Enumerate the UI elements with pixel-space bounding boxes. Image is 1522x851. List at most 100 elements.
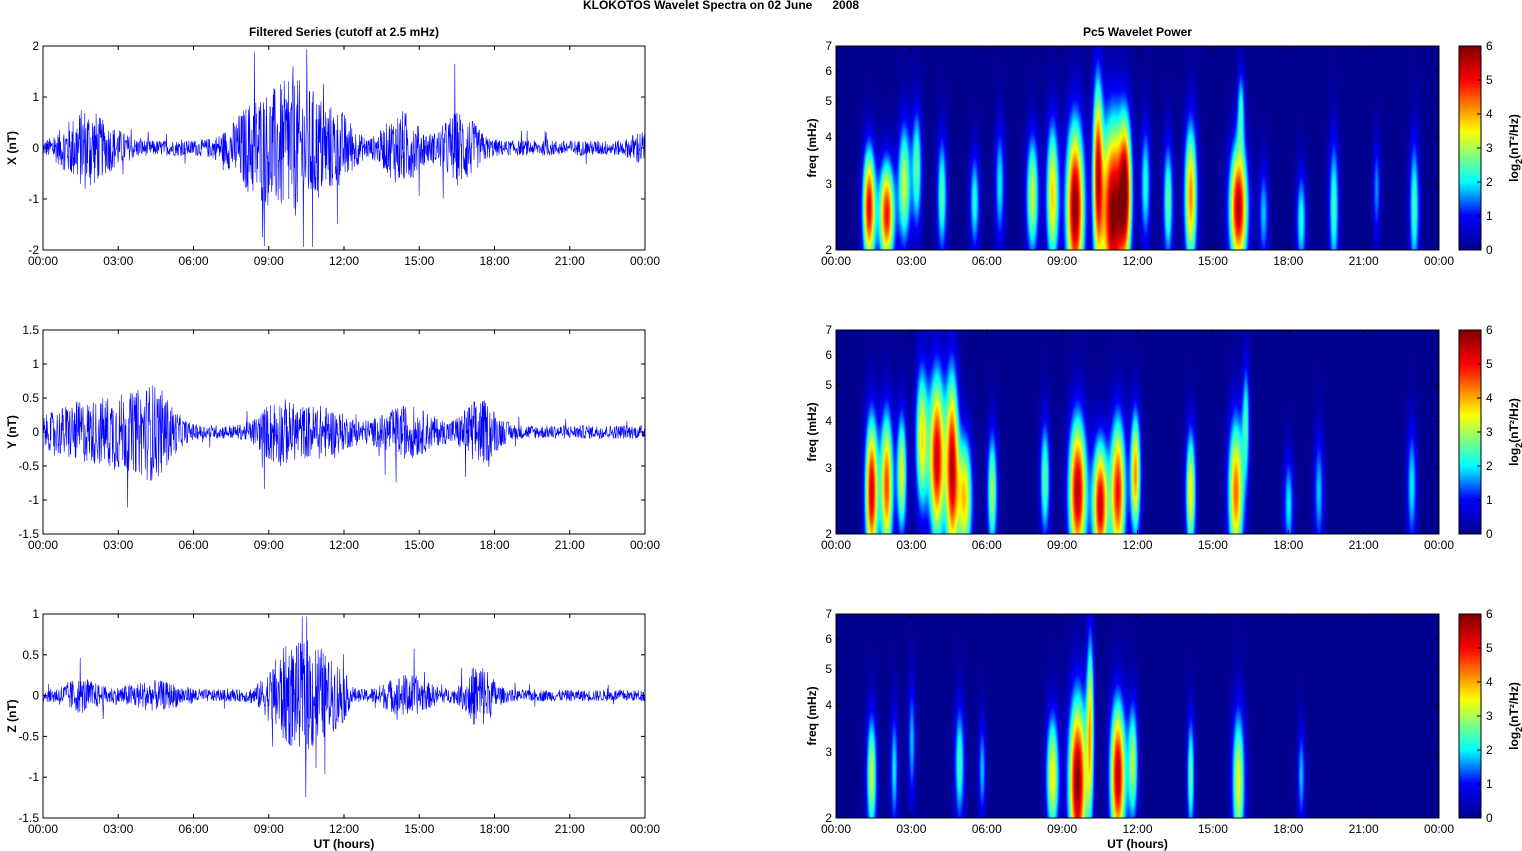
- x-tick-label: 00:00: [1424, 822, 1454, 836]
- colorbar-tick-label: 3: [1486, 425, 1493, 439]
- x-tick-label: 15:00: [1198, 254, 1228, 268]
- x-tick-label: 00:00: [821, 254, 851, 268]
- colorbar: 0 1 2 3 4 5 6 log2(nT²/Hz): [1458, 607, 1522, 825]
- y-tick-label: 4: [825, 130, 832, 144]
- y-tick-label: 6: [825, 348, 832, 362]
- colorbar: 0 1 2 3 4 5 6 log2(nT²/Hz): [1458, 323, 1522, 541]
- x-tick-label: 06:00: [178, 254, 208, 268]
- x-axis-label: UT (hours): [1107, 837, 1168, 851]
- x-tick-label: 12:00: [329, 538, 359, 552]
- y-tick-label: 4: [825, 698, 832, 712]
- x-tick-label: 15:00: [404, 822, 434, 836]
- y-tick-label: 2: [825, 243, 832, 257]
- y-tick-label: 5: [825, 378, 832, 392]
- y-tick-label: -0.5: [18, 729, 39, 743]
- colorbar-tick-label: 5: [1486, 641, 1493, 655]
- signal-trace: [42, 616, 646, 798]
- x-tick-label: 09:00: [254, 254, 284, 268]
- x-tick-label: 09:00: [1047, 254, 1077, 268]
- x-tick-label: 03:00: [896, 822, 926, 836]
- wavelet-spectrum-panel: 2 3 4 5 6 7 00:00 03:00 06:00 09:00 12:00 15:00 18:0…: [805, 25, 1522, 268]
- x-tick-label: 09:00: [1047, 822, 1077, 836]
- colorbar-tick-label: 1: [1486, 209, 1493, 223]
- x-tick-label: 06:00: [972, 822, 1002, 836]
- x-tick-label: 06:00: [972, 254, 1002, 268]
- signal-trace: [42, 49, 646, 247]
- x-tick-label: 09:00: [254, 822, 284, 836]
- x-tick-label: 18:00: [1273, 538, 1303, 552]
- x-tick-label: 00:00: [821, 822, 851, 836]
- x-tick-label: 00:00: [630, 254, 660, 268]
- y-tick-label: 3: [825, 461, 832, 475]
- x-tick-label: 15:00: [404, 254, 434, 268]
- colorbar-gradient: [1459, 614, 1481, 818]
- x-tick-label: 18:00: [1273, 254, 1303, 268]
- colorbar-label: log2(nT²/Hz): [1507, 114, 1522, 182]
- colorbar-tick-label: 3: [1486, 709, 1493, 723]
- colorbar-label: log2(nT²/Hz): [1507, 398, 1522, 466]
- panel-title: Filtered Series (cutoff at 2.5 mHz): [249, 25, 439, 39]
- colorbar-tick-label: 6: [1486, 39, 1493, 53]
- colorbar-gradient: [1459, 46, 1481, 250]
- x-tick-label: 21:00: [1349, 822, 1379, 836]
- y-axis-label: freq (mHz): [805, 402, 819, 461]
- x-tick-label: 00:00: [28, 254, 58, 268]
- signal-trace: [42, 385, 646, 508]
- y-tick-label: 1: [32, 90, 39, 104]
- x-tick-label: 03:00: [103, 538, 133, 552]
- y-tick-label: 6: [825, 632, 832, 646]
- x-tick-label: 21:00: [1349, 254, 1379, 268]
- x-tick-label: 21:00: [555, 538, 585, 552]
- colorbar: 0 1 2 3 4 5 6 log2(nT²/Hz): [1458, 39, 1522, 257]
- colorbar-tick-label: 1: [1486, 493, 1493, 507]
- wavelet-spectrum-panel: 2 3 4 5 6 7 00:00 03:00 06:00 09:00 12:00 15:00 18:0…: [805, 607, 1522, 851]
- y-tick-label: -0.5: [18, 459, 39, 473]
- y-tick-label: 5: [825, 94, 832, 108]
- y-tick-label: 3: [825, 745, 832, 759]
- x-tick-label: 00:00: [630, 538, 660, 552]
- x-tick-label: 06:00: [178, 822, 208, 836]
- x-tick-label: 18:00: [1273, 822, 1303, 836]
- figure-title: KLOKOTOS Wavelet Spectra on 02 June 2008: [583, 0, 859, 12]
- x-tick-label: 12:00: [329, 254, 359, 268]
- colorbar-tick-label: 6: [1486, 323, 1493, 337]
- x-axis-label: UT (hours): [314, 837, 375, 851]
- x-tick-label: 06:00: [972, 538, 1002, 552]
- axes-frame: [835, 329, 1440, 535]
- x-tick-label: 18:00: [479, 254, 509, 268]
- colorbar-tick-label: 1: [1486, 777, 1493, 791]
- time-series-panel: -1.5 -1 -0.5 0 0.5 1 00:00 03:00 06:00 09:00 12:00…: [5, 607, 660, 851]
- y-tick-label: 1: [32, 607, 39, 621]
- wavelet-power-image: [836, 614, 1439, 818]
- x-tick-label: 15:00: [404, 538, 434, 552]
- y-tick-label: 0: [32, 425, 39, 439]
- y-tick-label: -1: [28, 770, 39, 784]
- x-tick-label: 21:00: [555, 254, 585, 268]
- colorbar-tick-label: 4: [1486, 107, 1493, 121]
- x-tick-label: 00:00: [821, 538, 851, 552]
- x-tick-label: 12:00: [329, 822, 359, 836]
- y-axis-label: Z (nT): [5, 699, 19, 732]
- y-axis-label: Y (nT): [5, 415, 19, 449]
- y-tick-label: 2: [825, 811, 832, 825]
- colorbar-tick-label: 4: [1486, 391, 1493, 405]
- colorbar-tick-label: 2: [1486, 743, 1493, 757]
- x-tick-label: 06:00: [178, 538, 208, 552]
- y-axis-label: freq (mHz): [805, 118, 819, 177]
- colorbar-tick-label: 6: [1486, 607, 1493, 621]
- axes-frame: [42, 613, 646, 819]
- y-tick-label: -1.5: [18, 811, 39, 825]
- colorbar-gradient: [1459, 330, 1481, 534]
- x-tick-label: 12:00: [1122, 254, 1152, 268]
- y-tick-label: 3: [825, 177, 832, 191]
- y-tick-label: 2: [32, 39, 39, 53]
- y-axis-label: freq (mHz): [805, 686, 819, 745]
- x-tick-label: 12:00: [1122, 538, 1152, 552]
- y-tick-label: 2: [825, 527, 832, 541]
- time-series-panel: -1.5 -1 -0.5 0 0.5 1 1.5 00:00 03:00 06:00 09:00 12…: [5, 323, 660, 552]
- x-tick-label: 00:00: [28, 822, 58, 836]
- y-tick-label: -2: [28, 243, 39, 257]
- x-tick-label: 21:00: [555, 822, 585, 836]
- panel-title: Pc5 Wavelet Power: [1083, 25, 1192, 39]
- colorbar-tick-label: 4: [1486, 675, 1493, 689]
